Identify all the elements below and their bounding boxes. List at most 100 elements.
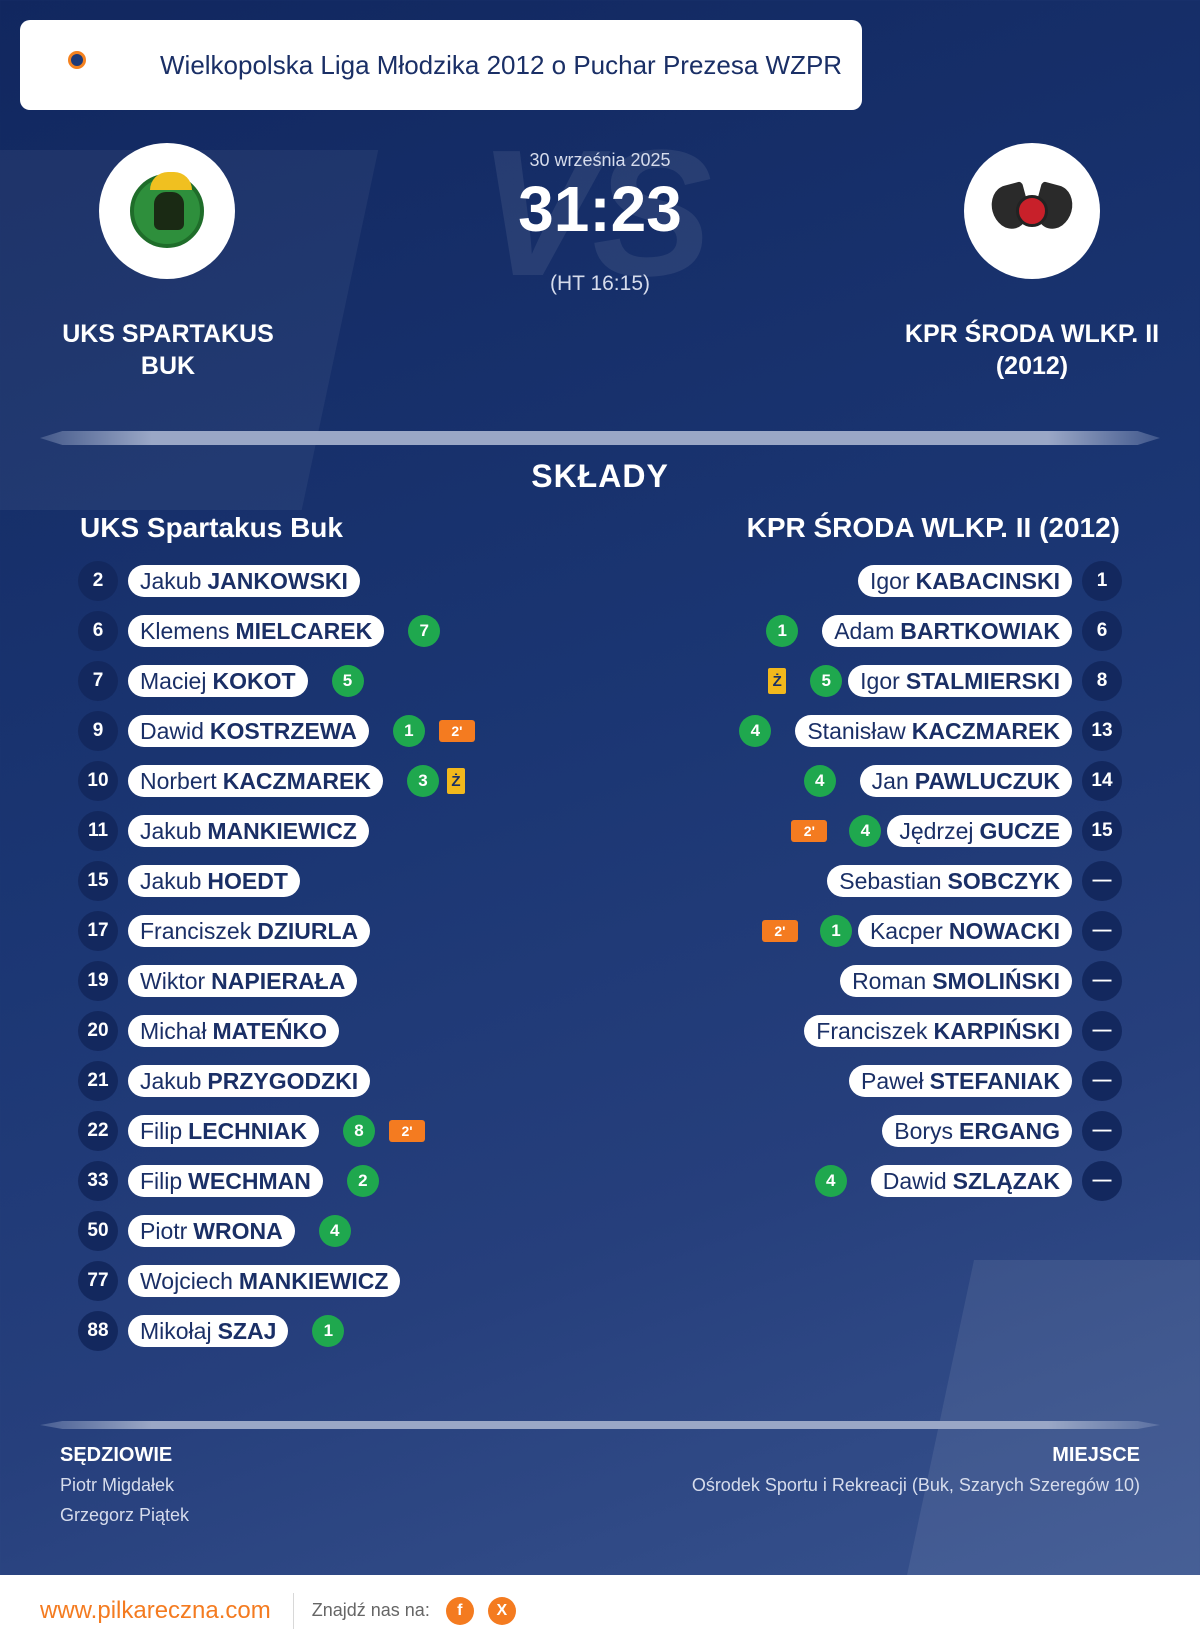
goals-badge: 4 [814,1165,847,1197]
player-name[interactable]: Wiktor NAPIERAŁA [128,965,358,997]
jersey-number: 9 [78,711,118,751]
jersey-number: — [1082,1061,1122,1101]
jersey-number: 1 [1082,561,1122,601]
player-row: — Borys ERGANG [739,1106,1122,1156]
jersey-number: 15 [78,861,118,901]
goals-badge: 3 [406,765,439,797]
suspension-badge: 2' [438,720,475,742]
player-name[interactable]: Filip WECHMAN [128,1165,323,1197]
player-first-name: Jan [871,767,909,794]
player-name[interactable]: Borys ERGANG [882,1115,1072,1147]
site-link[interactable]: www.pilkareczna.com [40,1596,271,1624]
player-name[interactable]: Franciszek KARPIŃSKI [804,1015,1072,1047]
jersey-number: 6 [1082,611,1122,651]
jersey-number: — [1082,861,1122,901]
player-first-name: Wojciech [140,1267,233,1294]
jersey-number: 15 [1082,811,1122,851]
player-last-name: MANKIEWICZ [238,1267,389,1294]
player-name[interactable]: Stanisław KACZMAREK [795,715,1072,747]
player-first-name: Franciszek [816,1017,928,1044]
player-row: 7 Maciej KOKOT 5 [78,656,475,706]
player-name[interactable]: Jan PAWLUCZUK [859,765,1072,797]
player-name[interactable]: Norbert KACZMAREK [128,765,383,797]
player-first-name: Kacper [869,917,943,944]
suspension-badge: 2' [389,1120,426,1142]
player-last-name: WECHMAN [188,1167,311,1194]
player-name[interactable]: Mikołaj SZAJ [128,1315,289,1347]
jersey-number: — [1082,1111,1122,1151]
player-last-name: KABACINSKI [915,567,1060,594]
player-name[interactable]: Jakub JANKOWSKI [128,565,360,597]
player-name[interactable]: Adam BARTKOWIAK [822,615,1072,647]
x-icon[interactable]: X [487,1596,516,1625]
player-last-name: KARPIŃSKI [933,1017,1060,1044]
player-row: — Paweł STEFANIAK [739,1056,1122,1106]
player-name[interactable]: Sebastian SOBCZYK [827,865,1072,897]
player-name[interactable]: Igor KABACINSKI [857,565,1072,597]
player-name[interactable]: Jędrzej GUCZE [887,815,1072,847]
player-first-name: Dawid [882,1167,947,1194]
player-last-name: SOBCZYK [947,867,1060,894]
jersey-number: 10 [78,761,118,801]
ball-icon [68,51,86,69]
league-title: Wielkopolska Liga Młodzika 2012 o Puchar… [160,49,843,80]
away-roster: 1 Igor KABACINSKI 6 Adam BARTKOWIAK 1 8 Igor STAL… [739,556,1122,1206]
player-last-name: NOWACKI [948,917,1060,944]
player-row: 1 Igor KABACINSKI [739,556,1122,606]
player-name[interactable]: Klemens MIELCAREK [128,615,385,647]
player-name[interactable]: Maciej KOKOT [128,665,308,697]
player-name[interactable]: Franciszek DZIURLA [128,915,371,947]
player-last-name: KACZMAREK [911,717,1060,744]
player-name[interactable]: Paweł STEFANIAK [849,1065,1072,1097]
player-name[interactable]: Igor STALMIERSKI [848,665,1072,697]
halftime-score: (HT 16:15) [550,272,650,295]
player-last-name: STALMIERSKI [905,667,1060,694]
player-last-name: NAPIERAŁA [211,967,346,994]
player-row: 14 Jan PAWLUCZUK 4 [739,756,1122,806]
player-row: — Kacper NOWACKI 1 2' [739,906,1122,956]
player-row: — Sebastian SOBCZYK [739,856,1122,906]
jersey-number: 20 [78,1011,118,1051]
player-row: 22 Filip LECHNIAK 8 2' [78,1106,475,1156]
goals-badge: 8 [343,1115,376,1147]
player-row: 11 Jakub MANKIEWICZ [78,806,475,856]
player-first-name: Roman [852,967,927,994]
away-lineup-title: KPR ŚRODA WLKP. II (2012) [746,512,1120,543]
player-first-name: Wiktor [140,967,206,994]
divider [292,1592,294,1629]
goals-badge: 2 [346,1165,379,1197]
player-name[interactable]: Dawid SZLĄZAK [870,1165,1072,1197]
jersey-number: 11 [78,811,118,851]
home-team-name: UKS SPARTAKUS BUK [62,320,274,380]
facebook-icon[interactable]: f [445,1596,474,1625]
player-row: 6 Adam BARTKOWIAK 1 [739,606,1122,656]
jersey-number: 17 [78,911,118,951]
player-row: 33 Filip WECHMAN 2 [78,1156,475,1206]
player-first-name: Piotr [140,1217,188,1244]
home-lineup-title: UKS Spartakus Buk [80,512,343,543]
jersey-number: 19 [78,961,118,1001]
jersey-number: 6 [78,611,118,651]
player-name[interactable]: Kacper NOWACKI [857,915,1072,947]
player-name[interactable]: Jakub MANKIEWICZ [128,815,369,847]
player-row: — Roman SMOLIŃSKI [739,956,1122,1006]
player-name[interactable]: Roman SMOLIŃSKI [840,965,1072,997]
player-name[interactable]: Filip LECHNIAK [128,1115,320,1147]
player-name[interactable]: Jakub HOEDT [128,865,300,897]
player-first-name: Dawid [140,717,204,744]
away-team-logo [964,143,1100,279]
match-score: 31:23 [518,173,682,245]
player-last-name: WRONA [193,1217,283,1244]
player-row: 2 Jakub JANKOWSKI [78,556,475,606]
divider [40,431,1160,445]
player-name[interactable]: Piotr WRONA [128,1215,295,1247]
player-name[interactable]: Dawid KOSTRZEWA [128,715,369,747]
player-name[interactable]: Michał MATEŃKO [128,1015,340,1047]
away-team-name: KPR ŚRODA WLKP. II (2012) [904,320,1160,380]
pilkareczna-logo[interactable] [50,45,140,85]
player-name[interactable]: Jakub PRZYGODZKI [128,1065,371,1097]
league-header: Wielkopolska Liga Młodzika 2012 o Puchar… [20,20,862,110]
player-name[interactable]: Wojciech MANKIEWICZ [128,1265,401,1297]
suspension-badge: 2' [791,820,828,842]
player-row: 8 Igor STALMIERSKI 5 Ż [739,656,1122,706]
